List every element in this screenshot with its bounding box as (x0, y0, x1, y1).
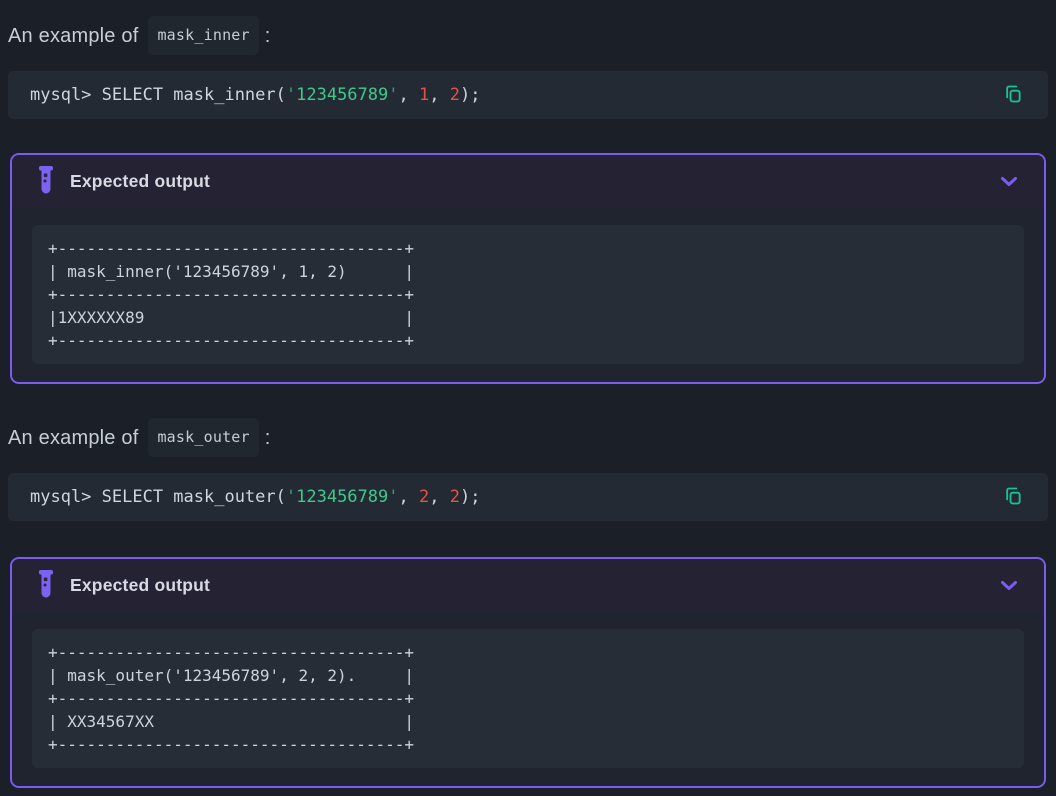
panel-title: Expected output (70, 170, 211, 191)
code-token: 2 (418, 487, 430, 507)
expected-output-header[interactable]: Expected output (12, 559, 1044, 611)
code-token: 2 (449, 85, 460, 105)
code-token: , (429, 487, 450, 507)
output-line: |1XXXXXX89 | (48, 308, 415, 327)
code-token: ); (459, 85, 481, 105)
inline-code-mask-inner: mask_inner (148, 16, 259, 55)
sql-command-mask-inner: mysql> SELECT mask_inner('123456789', 1,… (30, 85, 480, 105)
test-tube-icon (38, 166, 54, 196)
copy-button[interactable] (1003, 486, 1023, 509)
intro-suffix: : (264, 24, 271, 47)
code-token: ' (285, 85, 297, 105)
copy-icon (1003, 84, 1023, 107)
sql-command-mask-outer: mysql> SELECT mask_outer('123456789', 2,… (30, 487, 480, 507)
expected-output-panel-mask-inner: Expected output +-----------------------… (10, 153, 1046, 384)
output-table: +------------------------------------+ | … (32, 629, 1024, 768)
code-token: 123456789 (296, 85, 389, 105)
copy-icon (1003, 486, 1023, 509)
output-line: | XX34567XX | (48, 712, 415, 731)
output-line: +------------------------------------+ (48, 331, 415, 350)
test-tube-icon (38, 570, 54, 600)
intro-suffix: : (264, 426, 271, 449)
intro-prefix: An example of (8, 426, 139, 449)
code-token: , (398, 85, 419, 105)
output-line: +------------------------------------+ (48, 643, 415, 662)
code-token: mysql> SELECT mask_outer( (30, 487, 286, 507)
output-line: +------------------------------------+ (48, 239, 415, 258)
output-table: +------------------------------------+ | … (32, 225, 1024, 364)
code-token: 1 (418, 85, 430, 105)
code-token: ' (388, 487, 399, 507)
output-line: +------------------------------------+ (48, 689, 415, 708)
chevron-down-icon[interactable] (1000, 580, 1018, 591)
expected-output-body: +------------------------------------+ | … (12, 611, 1044, 786)
intro-line-mask-inner: An example of mask_inner : (8, 0, 1048, 55)
inline-code-mask-outer: mask_outer (148, 418, 259, 457)
code-token: ); (459, 487, 481, 507)
sql-command-block-mask-inner: mysql> SELECT mask_inner('123456789', 1,… (8, 71, 1048, 119)
code-token: , (398, 487, 419, 507)
output-line: +------------------------------------+ (48, 735, 415, 754)
expected-output-body: +------------------------------------+ | … (12, 207, 1044, 382)
intro-prefix: An example of (8, 24, 139, 47)
expected-output-panel-mask-outer: Expected output +-----------------------… (10, 557, 1046, 788)
copy-button[interactable] (1003, 84, 1023, 107)
chevron-down-icon[interactable] (1000, 176, 1018, 187)
panel-title: Expected output (70, 574, 211, 595)
code-token: ' (388, 85, 399, 105)
code-token: , (429, 85, 450, 105)
code-token: ' (285, 487, 297, 507)
sql-command-block-mask-outer: mysql> SELECT mask_outer('123456789', 2,… (8, 473, 1048, 521)
output-line: +------------------------------------+ (48, 285, 415, 304)
intro-line-mask-outer: An example of mask_outer : (8, 418, 1048, 457)
output-line: | mask_outer('123456789', 2, 2). | (48, 666, 415, 685)
code-token: mysql> SELECT mask_inner( (30, 85, 286, 105)
expected-output-header[interactable]: Expected output (12, 155, 1044, 207)
code-token: 123456789 (296, 487, 389, 507)
code-token: 2 (449, 487, 460, 507)
output-line: | mask_inner('123456789', 1, 2) | (48, 262, 415, 281)
